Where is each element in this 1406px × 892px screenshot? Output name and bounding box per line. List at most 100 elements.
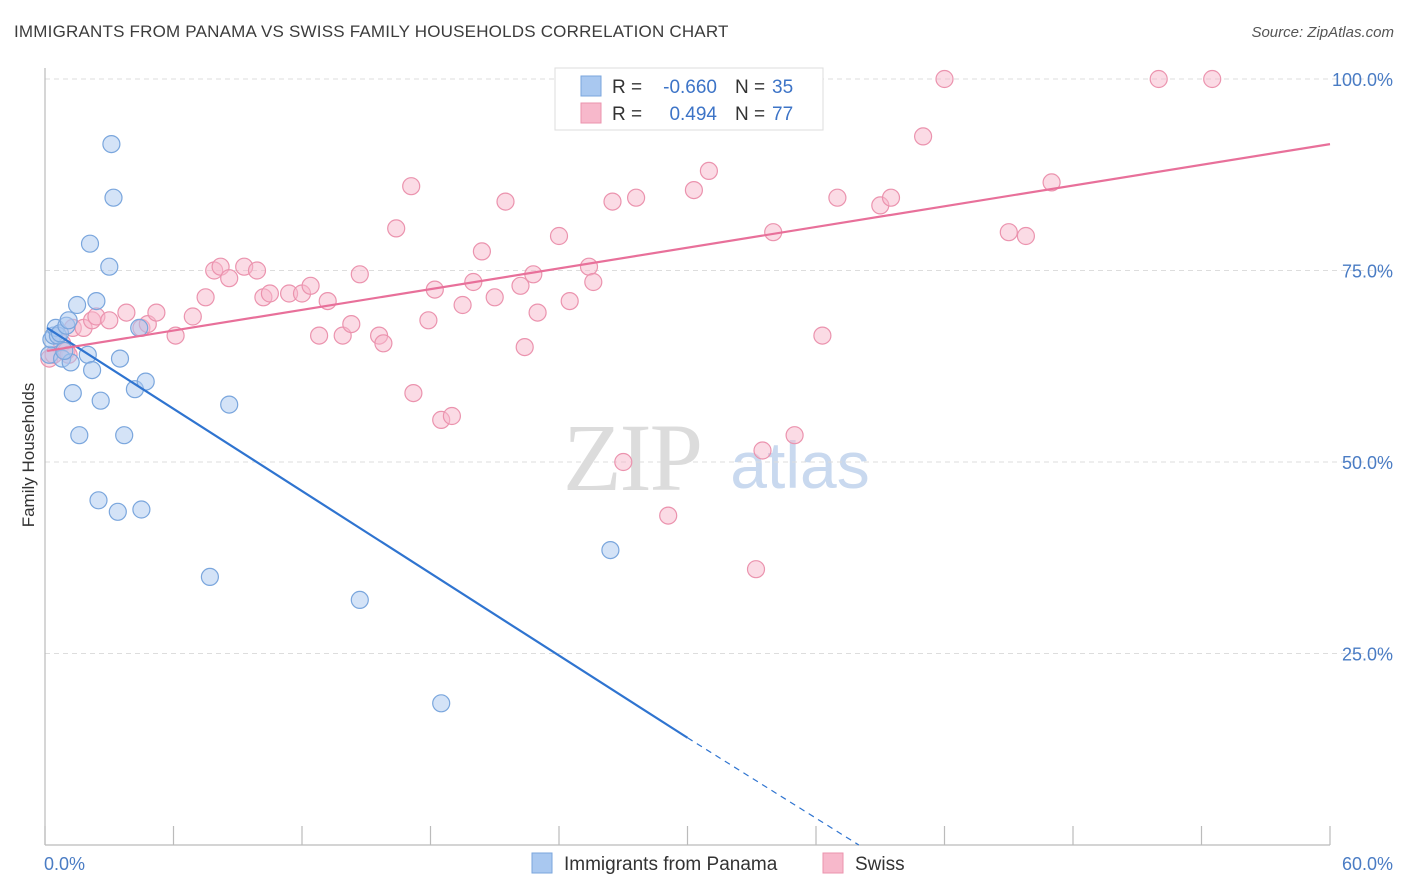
y-tick-labels: 100.0% 75.0% 50.0% 25.0% (1332, 70, 1393, 665)
stats-legend: R = -0.660 N = 35 R = 0.494 N = 77 (554, 67, 824, 131)
swiss-point (614, 452, 633, 472)
swiss-point (301, 276, 320, 295)
panama-point (87, 292, 106, 311)
x-tick-labels: 0.0% 60.0% (44, 854, 1393, 874)
panama-point (70, 426, 89, 445)
swiss-point (374, 334, 393, 353)
swiss-point (579, 257, 599, 276)
panama-point (80, 234, 100, 253)
swiss-point (260, 284, 279, 303)
y-tick-label: 75.0% (1342, 262, 1393, 282)
panama-n-label: N = (735, 77, 765, 98)
swiss-point (402, 177, 421, 196)
swiss-trend-line (46, 143, 1331, 353)
swiss-point (699, 161, 719, 180)
gridlines (45, 78, 1392, 654)
swiss-point (626, 188, 646, 207)
swiss-n-value: 77 (772, 104, 793, 125)
series-legend: Immigrants from Panama Swiss (531, 852, 905, 875)
swiss-point (117, 303, 136, 322)
swiss-point (485, 288, 504, 307)
swiss-point (999, 223, 1018, 242)
panama-point (67, 295, 87, 315)
swiss-point (584, 272, 603, 292)
swiss-point (472, 242, 491, 261)
panama-trend-extension (687, 737, 860, 846)
swiss-point (453, 295, 472, 315)
panama-point (104, 188, 123, 207)
watermark-zip: ZIP (563, 404, 701, 511)
panama-point (82, 361, 102, 380)
swiss-point (419, 311, 438, 330)
swiss-point (196, 288, 215, 307)
swiss-point (913, 127, 933, 146)
swiss-point (310, 326, 329, 345)
swiss-point (603, 192, 622, 211)
swiss-point (100, 311, 119, 330)
y-tick-label: 100.0% (1332, 70, 1393, 90)
legend-swiss-label: Swiss (855, 854, 905, 875)
swiss-n-label: N = (735, 104, 765, 125)
panama-trend-line (46, 327, 689, 739)
panama-point (130, 318, 149, 337)
panama-point (132, 500, 151, 519)
panama-point (350, 590, 369, 610)
series-points (40, 69, 1222, 713)
panama-r-label: R = (612, 77, 642, 98)
legend-swiss-swatch (822, 852, 844, 874)
swiss-swatch (580, 102, 602, 124)
panama-point (601, 540, 620, 560)
x-tick-label: 60.0% (1342, 854, 1393, 874)
y-tick-label: 25.0% (1342, 645, 1393, 665)
swiss-point (828, 188, 847, 207)
panama-point (432, 694, 451, 713)
swiss-point (549, 226, 569, 246)
swiss-point (560, 292, 579, 311)
swiss-point (881, 188, 901, 207)
axes (44, 68, 1331, 846)
swiss-point (342, 315, 361, 334)
swiss-point (659, 506, 678, 525)
swiss-point (684, 181, 704, 200)
swiss-r-label: R = (612, 104, 642, 125)
panama-swatch (580, 75, 602, 97)
legend-panama-swatch (531, 852, 553, 874)
chart-source: Source: ZipAtlas.com (1251, 24, 1394, 41)
swiss-r-value: 0.494 (669, 104, 717, 125)
swiss-point (404, 384, 423, 403)
trend-lines (46, 143, 1331, 846)
legend-panama-label: Immigrants from Panama (564, 854, 778, 875)
panama-point (63, 384, 82, 403)
panama-point (110, 349, 130, 368)
swiss-point (496, 192, 515, 211)
panama-point (55, 341, 74, 360)
swiss-point (387, 219, 406, 238)
swiss-point (350, 265, 369, 284)
swiss-point (785, 426, 804, 445)
swiss-point (511, 276, 530, 295)
swiss-point (813, 326, 832, 345)
panama-point (89, 491, 108, 510)
x-tick-label: 0.0% (44, 854, 85, 874)
panama-n-value: 35 (772, 77, 793, 98)
swiss-point (746, 560, 766, 579)
swiss-point (183, 307, 202, 326)
panama-point (91, 391, 110, 410)
panama-point (220, 395, 239, 414)
swiss-point (247, 261, 267, 280)
swiss-point (1042, 173, 1061, 192)
swiss-point (1149, 69, 1168, 89)
swiss-point (935, 69, 954, 89)
swiss-point (147, 303, 166, 322)
y-tick-label: 50.0% (1342, 453, 1393, 473)
panama-point (100, 257, 119, 276)
swiss-point (442, 406, 461, 426)
y-axis-label: Family Households (19, 383, 38, 528)
swiss-point (220, 269, 239, 288)
swiss-point (528, 303, 547, 322)
panama-r-value: -0.660 (663, 77, 717, 98)
swiss-point (515, 338, 534, 357)
panama-point (200, 567, 219, 587)
swiss-point (1203, 69, 1222, 89)
